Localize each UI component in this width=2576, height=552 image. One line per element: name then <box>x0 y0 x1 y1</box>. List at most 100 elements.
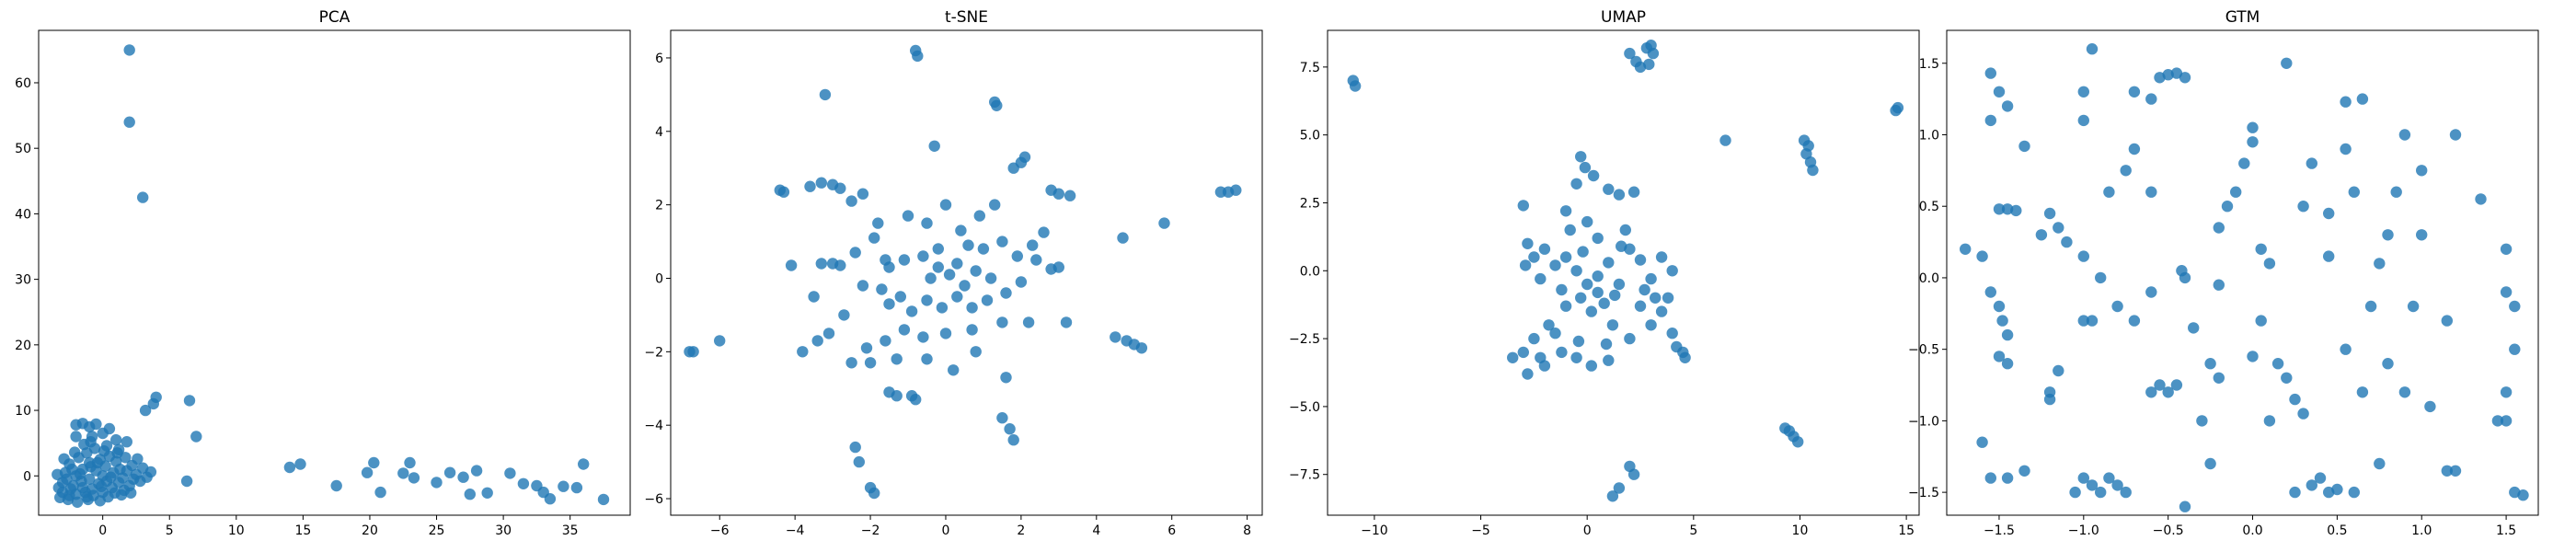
chart-title: t-SNE <box>945 8 988 27</box>
data-point <box>948 364 960 376</box>
x-tick-label: −6 <box>710 523 730 538</box>
y-tick-label: 1.0 <box>1919 128 1939 143</box>
data-point <box>714 335 726 347</box>
chart-title: UMAP <box>1601 8 1646 27</box>
data-point <box>1575 292 1587 304</box>
y-tick-label: 0 <box>23 469 31 484</box>
data-point <box>2176 265 2188 277</box>
data-point <box>989 199 1001 211</box>
x-tick-label: 5 <box>166 523 174 538</box>
data-point <box>1976 250 1988 262</box>
data-point <box>1666 328 1678 339</box>
data-point <box>2323 207 2335 220</box>
data-point <box>1004 423 1016 435</box>
data-point <box>2340 343 2352 355</box>
y-tick-label: −2.5 <box>1289 332 1320 347</box>
data-point <box>2500 415 2513 427</box>
y-tick-label: 0.0 <box>1300 264 1320 279</box>
y-tick-label: 40 <box>15 207 31 222</box>
data-point <box>1807 164 1819 177</box>
data-point <box>834 259 846 271</box>
data-point <box>1038 226 1050 238</box>
data-point <box>898 254 911 266</box>
data-point <box>2103 186 2115 198</box>
data-point <box>1022 316 1035 328</box>
data-point <box>85 436 97 448</box>
data-point <box>2340 143 2352 155</box>
data-point <box>1606 490 1619 502</box>
data-point <box>2001 100 2014 112</box>
data-point <box>966 302 978 314</box>
data-point <box>1007 434 1019 446</box>
data-point <box>125 487 137 499</box>
data-point <box>1616 240 1627 252</box>
data-point <box>374 486 386 499</box>
data-point <box>996 316 1008 328</box>
x-tick-label: 4 <box>1092 523 1100 538</box>
data-point <box>1517 200 1530 212</box>
x-tick-label: 0 <box>98 523 107 538</box>
y-tick-label: −1.5 <box>1908 486 1939 500</box>
data-point <box>1581 215 1593 228</box>
data-point <box>1570 265 1582 277</box>
data-point <box>2077 250 2089 262</box>
y-tick-label: 60 <box>15 76 31 91</box>
data-point <box>2077 86 2089 98</box>
data-point <box>2509 300 2521 313</box>
data-point <box>180 475 193 488</box>
data-point <box>2001 358 2014 370</box>
data-point <box>1000 287 1012 299</box>
data-point <box>932 261 944 273</box>
data-point <box>2281 57 2293 69</box>
data-point <box>902 210 914 222</box>
data-point <box>90 418 102 431</box>
axes-frame <box>1327 29 1920 516</box>
data-point <box>880 335 891 347</box>
data-point <box>1052 261 1065 273</box>
data-point <box>1556 283 1568 296</box>
data-point <box>1993 203 2006 215</box>
data-point <box>2340 96 2352 108</box>
data-point <box>1624 332 1636 345</box>
data-point <box>2356 386 2369 398</box>
data-point <box>1018 151 1031 163</box>
data-point <box>1603 257 1615 269</box>
data-point <box>1564 224 1576 236</box>
data-point <box>2053 222 2064 234</box>
data-point <box>917 250 929 262</box>
data-point <box>921 217 933 229</box>
data-point <box>880 254 891 266</box>
y-tick-label: 50 <box>15 142 31 156</box>
data-point <box>457 471 469 483</box>
data-point <box>808 291 820 303</box>
data-point <box>109 487 121 499</box>
data-point <box>408 472 420 484</box>
data-point <box>443 466 456 478</box>
data-point <box>845 195 857 207</box>
chart-pca: PCA 0 5 10 15 20 25 30 35 0 10 20 30 40 50 60 <box>15 8 631 538</box>
data-point <box>70 431 82 443</box>
data-point <box>955 224 967 236</box>
data-point <box>2111 479 2123 491</box>
x-tick-label: 1.0 <box>2411 523 2432 538</box>
data-point <box>2111 300 2123 313</box>
data-point <box>2398 386 2411 398</box>
data-point <box>1060 316 1073 328</box>
data-point <box>1600 338 1613 351</box>
data-point <box>52 481 64 494</box>
y-tick-label: 2 <box>655 199 663 213</box>
data-point <box>2018 140 2030 153</box>
data-point <box>397 467 409 479</box>
data-point <box>1627 468 1640 480</box>
data-point <box>857 188 869 200</box>
data-point <box>123 116 135 128</box>
data-point <box>1117 232 1129 244</box>
data-point <box>464 489 476 500</box>
data-point <box>1655 251 1668 263</box>
data-point <box>834 182 846 194</box>
data-point <box>2230 186 2242 198</box>
data-point <box>1579 161 1592 174</box>
data-point <box>996 412 1008 424</box>
data-point <box>597 493 610 506</box>
